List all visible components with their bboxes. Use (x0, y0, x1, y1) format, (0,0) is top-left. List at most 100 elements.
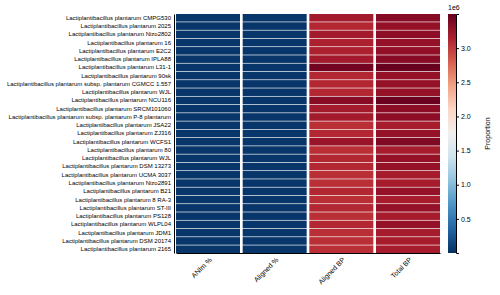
colorbar-tick-mark (456, 116, 459, 117)
heatmap-cell (376, 64, 440, 72)
heatmap-cell (176, 130, 240, 138)
heatmap-cell (176, 237, 240, 245)
heatmap-cell (243, 138, 307, 146)
heatmap-cell (243, 121, 307, 129)
y-axis: Lactiplantibacillus plantarum CMPG530 Lac… (7, 15, 175, 254)
y-tick-label: Lactiplantibacillus plantarum DSM 13273 (62, 163, 171, 169)
heatmap-cell (176, 179, 240, 187)
colorbar-tick-mark (456, 82, 459, 83)
y-tick-label: Lactiplantibacillus plantarum WJL (82, 155, 172, 161)
y-tick-label: Lactiplantibacillus plantarum 80 (87, 147, 171, 153)
y-tick-label: Lactiplantibacillus plantarum subsp. pla… (9, 114, 171, 120)
heatmap-cell (376, 245, 440, 253)
heatmap-cell (376, 72, 440, 80)
heatmap-cell (176, 212, 240, 220)
heatmap-cell (176, 31, 240, 39)
colorbar-tick-label: 3.0 (461, 45, 471, 52)
heatmap-cell (243, 221, 307, 229)
cells (176, 14, 440, 253)
heatmap-cell (376, 229, 440, 237)
heatmap-cell (243, 72, 307, 80)
heatmap-cell (176, 39, 240, 47)
y-tick-label: Lactiplantibacillus plantarum ZJ316 (77, 130, 171, 136)
y-tick: Lactiplantibacillus plantarum 16 (87, 40, 171, 46)
heatmap-cell (176, 163, 240, 171)
heatmap-cell (309, 14, 373, 22)
heatmap-cell (309, 237, 373, 245)
y-tick-label: Lactiplantibacillus plantarum 16 (87, 40, 171, 46)
y-tick-label: Lactiplantibacillus plantarum ST-III (80, 205, 172, 211)
y-tick: Lactiplantibacillus plantarum subsp. pla… (9, 114, 171, 120)
heatmap-cell (376, 154, 440, 162)
heatmap-cell (309, 171, 373, 179)
y-tick: Lactiplantibacillus plantarum WJL (82, 155, 172, 161)
heatmap-cell (376, 212, 440, 220)
heatmap-cell (376, 47, 440, 55)
colorbar-label: Proportion (484, 117, 492, 149)
y-tick-label: Lactiplantibacillus plantarum JDM1 (78, 230, 171, 236)
colorbar-tick-mark (456, 151, 459, 152)
y-tick-label: Lactiplantibacillus plantarum WJL (82, 89, 172, 95)
heatmap-cell (243, 154, 307, 162)
heatmap-cell (176, 88, 240, 96)
heatmap-cell (243, 163, 307, 171)
heatmap-cell (309, 229, 373, 237)
y-tick-label: Lactiplantibacillus plantarum 8 RA-3 (75, 197, 171, 203)
heatmap-cell (309, 97, 373, 105)
heatmap-cell (309, 221, 373, 229)
x-tick-label: Aligned BP (317, 256, 347, 286)
y-axis-line (174, 15, 175, 254)
heatmap-cell (243, 64, 307, 72)
colorbar-axis: 0.51.01.52.02.53.0 (456, 15, 471, 254)
y-tick-label: Lactiplantibacillus plantarum 2025 (81, 23, 172, 29)
y-tick-label: Lactiplantibacillus plantarum DSM 20174 (62, 238, 171, 244)
heatmap-cell (243, 105, 307, 113)
y-tick: Lactiplantibacillus plantarum Nizo2891 (69, 180, 172, 186)
colorbar-tick: 1.5 (456, 147, 471, 154)
y-tick-label: Lactiplantibacillus plantarum subsp. pla… (7, 81, 172, 87)
heatmap-cell (243, 245, 307, 253)
heatmap-cell (243, 113, 307, 121)
heatmap-cell (243, 22, 307, 30)
heatmap-cell (176, 204, 240, 212)
heatmap-cell (176, 64, 240, 72)
heatmap-cell (376, 146, 440, 154)
heatmap-cell (243, 47, 307, 55)
heatmap-cell (376, 80, 440, 88)
heatmap-cell (309, 179, 373, 187)
heatmap-cell (309, 163, 373, 171)
heatmap-cell (309, 80, 373, 88)
heatmap-cell (176, 105, 240, 113)
y-tick: Lactiplantibacillus plantarum DSM 13273 (62, 163, 171, 169)
heatmap-cell (176, 138, 240, 146)
chart-container: Lactiplantibacillus plantarum CMPG530 Lac… (0, 0, 500, 295)
heatmap-cell (176, 22, 240, 30)
heatmap-cell (376, 39, 440, 47)
heatmap-cell (309, 245, 373, 253)
heatmap-cell (309, 130, 373, 138)
heatmap-cell (176, 154, 240, 162)
heatmap-cell (309, 47, 373, 55)
heatmap-cell (309, 105, 373, 113)
x-tick-label: Total BP (390, 256, 414, 280)
heatmap-cell (243, 55, 307, 63)
heatmap-cell (243, 14, 307, 22)
y-tick-label: Lactiplantibacillus plantarum 90sk (81, 73, 172, 79)
colorbar-tick-label: 1.5 (461, 147, 471, 154)
heatmap-cell (176, 80, 240, 88)
x-tick-label: Aligned % (252, 256, 280, 284)
colorbar-tick: 0.5 (456, 216, 471, 223)
heatmap-cell (243, 229, 307, 237)
y-tick-label: Lactiplantibacillus plantarum WLPL04 (71, 221, 172, 227)
y-tick: Lactiplantibacillus plantarum 2025 (81, 23, 172, 29)
heatmap-cell (176, 14, 240, 22)
heatmap-cell (309, 188, 373, 196)
y-tick: Lactiplantibacillus plantarum 80 (87, 147, 171, 153)
heatmap-cell (376, 105, 440, 113)
heatmap-cell (309, 88, 373, 96)
y-tick: Lactiplantibacillus plantarum UCMA 3037 (62, 172, 172, 178)
heatmap-cell (309, 212, 373, 220)
y-tick-label: Lactiplantibacillus plantarum CMPG530 (66, 15, 172, 21)
y-tick: Lactiplantibacillus plantarum PS128 (76, 213, 172, 219)
heatmap-cell (176, 171, 240, 179)
